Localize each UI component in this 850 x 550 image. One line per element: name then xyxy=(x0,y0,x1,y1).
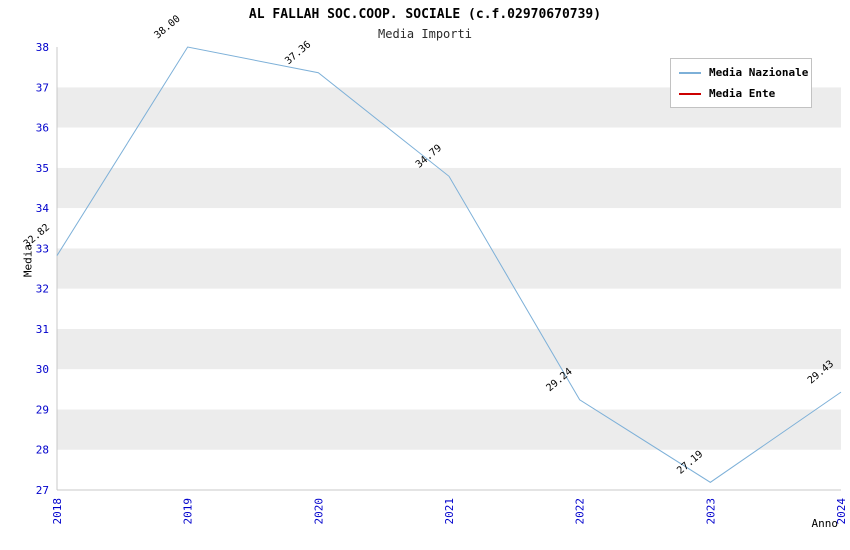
legend-line-sample-red xyxy=(679,92,701,95)
legend-line-sample-blue xyxy=(679,71,701,74)
plot-band xyxy=(57,369,841,410)
legend-item-media-ente: Media Ente xyxy=(679,87,803,100)
y-tick-label: 31 xyxy=(36,323,49,336)
x-tick-label: 2020 xyxy=(312,498,325,525)
x-tick-label: 2018 xyxy=(51,498,64,525)
series-line-media-nazionale xyxy=(56,46,842,483)
plot-band xyxy=(57,167,841,209)
y-tick-label: 37 xyxy=(36,81,49,94)
plot-band xyxy=(57,409,841,450)
y-tick-label: 33 xyxy=(36,242,49,255)
chart-subtitle: Media Importi xyxy=(378,27,472,41)
y-tick-label: 34 xyxy=(36,202,50,215)
plot-band xyxy=(57,449,841,490)
y-tick-label: 28 xyxy=(36,444,49,457)
legend: Media Nazionale Media Ente xyxy=(670,58,812,108)
y-tick-label: 32 xyxy=(36,283,49,296)
plot-band xyxy=(57,248,841,289)
legend-item-media-nazionale: Media Nazionale xyxy=(679,66,808,79)
y-tick-label: 36 xyxy=(36,122,49,135)
y-tick-label: 35 xyxy=(36,162,49,175)
plot-band xyxy=(57,288,841,329)
x-tick-label: 2021 xyxy=(443,498,456,525)
x-axis-title: Anno xyxy=(811,517,839,530)
x-tick-label: 2024 xyxy=(835,498,848,525)
y-axis-title: Media xyxy=(21,243,35,278)
plot-band xyxy=(57,328,841,370)
x-tick-label: 2019 xyxy=(182,498,195,525)
y-tick-label: 27 xyxy=(36,484,49,497)
y-tick-label: 38 xyxy=(36,41,49,54)
legend-label-media-nazionale: Media Nazionale xyxy=(709,66,809,79)
chart-title: AL FALLAH SOC.COOP. SOCIALE (c.f.0297067… xyxy=(248,7,602,22)
x-tick-label: 2023 xyxy=(704,498,717,525)
x-tick-label: 2022 xyxy=(574,498,587,525)
y-tick-label: 29 xyxy=(36,403,49,416)
plot-band xyxy=(57,208,841,249)
plot-band xyxy=(57,127,841,168)
y-tick-label: 30 xyxy=(36,363,49,376)
legend-label-media-ente: Media Ente xyxy=(709,87,776,100)
